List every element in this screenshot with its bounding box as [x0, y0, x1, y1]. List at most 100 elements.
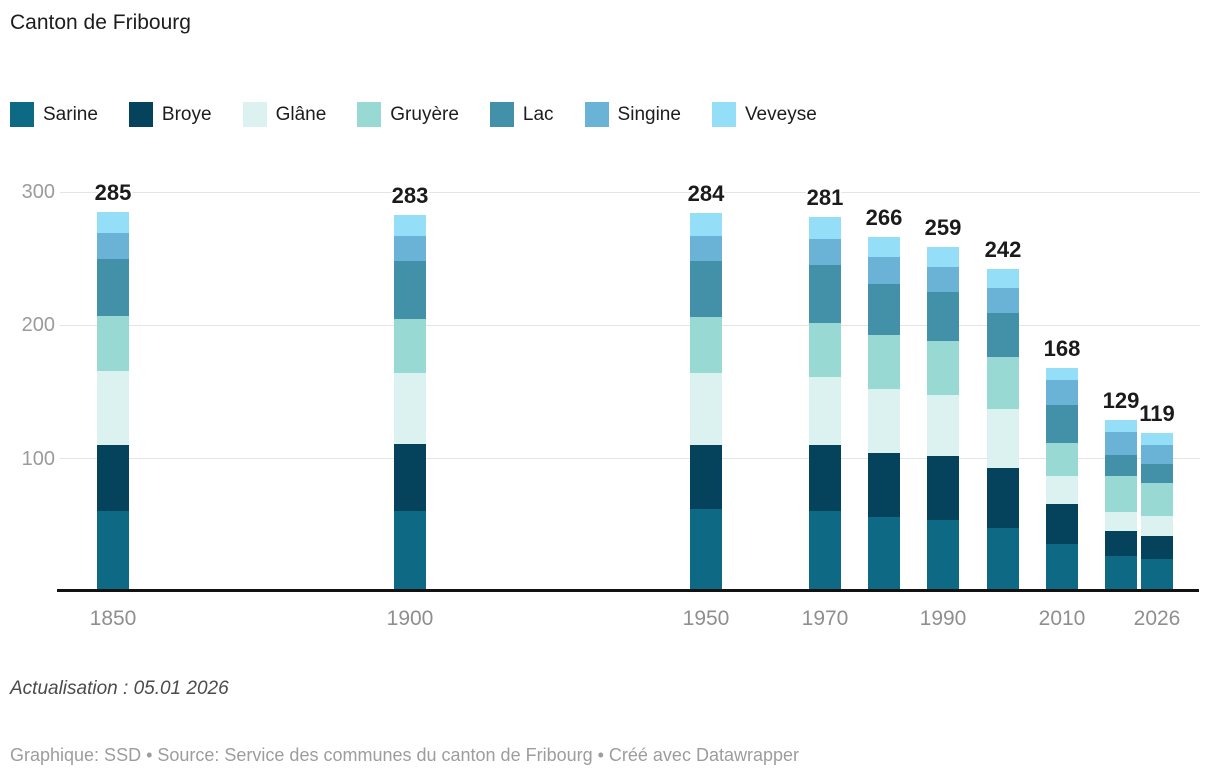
bar-1850-segment-lac[interactable]: [97, 258, 129, 316]
bar-1850-segment-glane[interactable]: [97, 370, 129, 446]
bar-1900-segment-veveyse[interactable]: [394, 214, 426, 236]
bar-1970-segment-veveyse[interactable]: [809, 217, 841, 239]
x-axis-line: [57, 589, 1199, 592]
bar-1950-segment-lac[interactable]: [690, 261, 722, 318]
bar-2000-segment-veveyse[interactable]: [987, 269, 1019, 288]
bar-2010-segment-broye[interactable]: [1046, 504, 1078, 544]
legend-item-gruyere[interactable]: Gruyère: [357, 102, 459, 127]
bar-1900-segment-lac[interactable]: [394, 261, 426, 319]
bar-1990-segment-lac[interactable]: [927, 292, 959, 342]
bar-2000-segment-singine[interactable]: [987, 288, 1019, 314]
bar-1990-segment-gruyere[interactable]: [927, 341, 959, 395]
bar-2000-segment-glane[interactable]: [987, 409, 1019, 468]
bar-total-label-1970: 281: [806, 185, 844, 211]
legend-item-lac[interactable]: Lac: [489, 102, 554, 127]
bar-2026-segment-glane[interactable]: [1141, 516, 1173, 536]
bar-1990-segment-glane[interactable]: [927, 394, 959, 456]
bar-2000-segment-gruyere[interactable]: [987, 357, 1019, 410]
bar-2000-segment-lac[interactable]: [987, 313, 1019, 358]
bar-2020-segment-gruyere[interactable]: [1105, 476, 1137, 512]
legend-swatch-glane: [242, 102, 267, 127]
bar-total-label-1900: 283: [391, 182, 429, 208]
bar-1850-segment-gruyere[interactable]: [97, 316, 129, 371]
bar-1980-segment-sarine[interactable]: [868, 517, 900, 592]
bar-1970-segment-lac[interactable]: [809, 265, 841, 323]
bar-1900-segment-singine[interactable]: [394, 236, 426, 262]
bar-1970-segment-broye[interactable]: [809, 445, 841, 511]
bar-1980-segment-singine[interactable]: [868, 257, 900, 284]
legend-item-glane[interactable]: Glâne: [242, 102, 327, 127]
bar-1970-segment-gruyere[interactable]: [809, 322, 841, 378]
bar-1970-segment-sarine[interactable]: [809, 510, 841, 592]
legend-item-singine[interactable]: Singine: [584, 102, 681, 127]
bar-1980-segment-glane[interactable]: [868, 389, 900, 454]
bar-2020-segment-broye[interactable]: [1105, 530, 1137, 556]
legend-label: Gruyère: [390, 103, 459, 125]
y-axis-tick-label-100: 100: [21, 447, 55, 470]
bar-2020-segment-sarine[interactable]: [1105, 556, 1137, 592]
bar-1850-segment-veveyse[interactable]: [97, 212, 129, 234]
bar-2000-segment-broye[interactable]: [987, 468, 1019, 528]
bar-1950-segment-broye[interactable]: [690, 445, 722, 510]
bar-2010-segment-gruyere[interactable]: [1046, 442, 1078, 476]
legend-swatch-lac: [489, 102, 514, 127]
legend-label: Lac: [522, 103, 554, 125]
bar-1950-segment-veveyse[interactable]: [690, 213, 722, 236]
bar-1950-segment-gruyere[interactable]: [690, 317, 722, 374]
bar-total-label-1850: 285: [94, 180, 132, 205]
bar-1970-segment-singine[interactable]: [809, 238, 841, 266]
bar-2010-segment-glane[interactable]: [1046, 476, 1078, 504]
bar-total-label-2010: 168: [1043, 336, 1081, 361]
bar-1970-segment-glane[interactable]: [809, 377, 841, 446]
bar-1980-segment-gruyere[interactable]: [868, 334, 900, 390]
legend-swatch-veveyse: [711, 102, 736, 127]
y-axis-tick-label-300: 300: [21, 181, 55, 203]
bar-2026-segment-singine[interactable]: [1141, 445, 1173, 464]
bar-1900-segment-sarine[interactable]: [394, 510, 426, 592]
bar-2010-segment-singine[interactable]: [1046, 380, 1078, 406]
bar-1980-segment-broye[interactable]: [868, 453, 900, 518]
bar-1850-segment-sarine[interactable]: [97, 510, 129, 592]
bar-total-label-1980: 266: [865, 205, 903, 231]
credit-line: Graphique: SSD • Source: Service des com…: [10, 745, 799, 765]
bar-1900-segment-broye[interactable]: [394, 444, 426, 511]
bar-2026-segment-broye[interactable]: [1141, 536, 1173, 559]
bar-2020-segment-veveyse[interactable]: [1105, 420, 1137, 432]
legend-swatch-broye: [128, 102, 153, 127]
bar-2010-segment-veveyse[interactable]: [1046, 368, 1078, 380]
legend-item-veveyse[interactable]: Veveyse: [711, 102, 817, 127]
bar-1990-segment-veveyse[interactable]: [927, 246, 959, 267]
gridline-300: [60, 191, 1200, 193]
bar-total-label-1990: 259: [924, 214, 962, 240]
bar-1950-segment-glane[interactable]: [690, 373, 722, 446]
bar-total-label-2000: 242: [984, 237, 1022, 263]
legend-item-sarine[interactable]: Sarine: [10, 102, 98, 127]
bar-2020-segment-singine[interactable]: [1105, 432, 1137, 455]
legend-item-broye[interactable]: Broye: [128, 102, 212, 127]
bar-1900-segment-glane[interactable]: [394, 373, 426, 444]
bar-1850-segment-broye[interactable]: [97, 445, 129, 511]
bar-2010-segment-lac[interactable]: [1046, 405, 1078, 443]
bar-2000-segment-sarine[interactable]: [987, 528, 1019, 592]
bar-1990-segment-broye[interactable]: [927, 456, 959, 520]
bar-2026-segment-veveyse[interactable]: [1141, 433, 1173, 446]
bar-1950-segment-sarine[interactable]: [690, 509, 722, 592]
bar-1950-segment-singine[interactable]: [690, 236, 722, 262]
bar-1980-segment-veveyse[interactable]: [868, 237, 900, 258]
bar-2026-segment-gruyere[interactable]: [1141, 482, 1173, 516]
bar-1990-segment-singine[interactable]: [927, 266, 959, 292]
x-axis-label-2010: 2010: [1038, 607, 1086, 630]
bar-2026-segment-lac[interactable]: [1141, 464, 1173, 483]
bar-2010-segment-sarine[interactable]: [1046, 544, 1078, 592]
gridline-200: [60, 324, 1200, 326]
bar-1850-segment-singine[interactable]: [97, 233, 129, 259]
bar-2020-segment-glane[interactable]: [1105, 512, 1137, 531]
legend-label: Glâne: [275, 103, 327, 125]
bar-1900-segment-gruyere[interactable]: [394, 318, 426, 374]
bar-2026-segment-sarine[interactable]: [1141, 558, 1173, 592]
bar-1990-segment-sarine[interactable]: [927, 520, 959, 592]
legend-label: Singine: [617, 103, 681, 125]
bar-2020-segment-lac[interactable]: [1105, 454, 1137, 476]
bar-1980-segment-lac[interactable]: [868, 284, 900, 335]
